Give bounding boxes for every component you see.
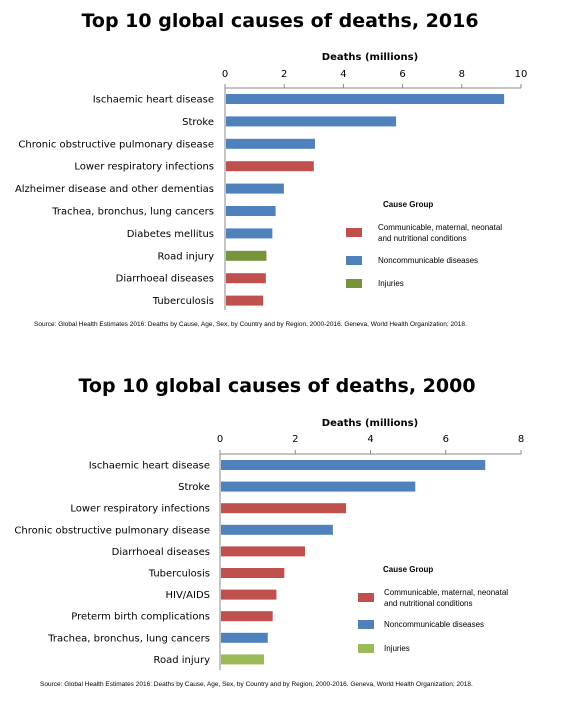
chart-2000-legend-label-noncommunicable: Noncommunicable diseases bbox=[384, 620, 484, 629]
chart-2016-category-label: Diarrhoeal diseases bbox=[116, 274, 214, 285]
chart-2000-bar bbox=[221, 524, 333, 535]
chart-2016-tick-label: 0 bbox=[222, 69, 228, 80]
chart-2000-category-label: Preterm birth complications bbox=[71, 612, 210, 623]
chart-2000-category-label: Chronic obstructive pulmonary disease bbox=[14, 525, 210, 536]
chart-2000-category-labels: Ischaemic heart disease Stroke Lower respi… bbox=[14, 461, 210, 666]
chart-2000: Top 10 global causes of deaths, 2000 Dea… bbox=[14, 375, 524, 688]
chart-2016-bar bbox=[226, 161, 314, 172]
chart-2016-legend: Cause Group Communicable, maternal, neon… bbox=[346, 200, 502, 288]
chart-2000-tick-label: 4 bbox=[367, 434, 373, 445]
chart-2016-category-label: Chronic obstructive pulmonary disease bbox=[18, 139, 214, 150]
chart-2016-bar bbox=[226, 183, 284, 194]
chart-2000-legend-label-communicable: Communicable, maternal, neonatal and nutr… bbox=[384, 588, 508, 608]
chart-2016-bar bbox=[226, 138, 315, 149]
chart-2016-title: Top 10 global causes of deaths, 2016 bbox=[81, 10, 478, 32]
chart-2000-bar bbox=[221, 611, 273, 622]
chart-2016-legend-label-injuries: Injuries bbox=[378, 279, 404, 288]
chart-2016-legend-label-communicable: Communicable, maternal, neonatal and nutr… bbox=[378, 223, 502, 243]
chart-2016-source: Source: Global Health Estimates 2016: De… bbox=[34, 321, 467, 328]
chart-2016-x-axis-title: Deaths (millions) bbox=[322, 52, 418, 63]
chart-2000-category-label: Lower respiratory infections bbox=[70, 504, 210, 515]
chart-2016-category-label: Tuberculosis bbox=[152, 296, 214, 307]
chart-2016-bar bbox=[226, 116, 397, 127]
chart-2000-x-axis-title: Deaths (millions) bbox=[322, 418, 418, 429]
chart-2016-tick-label: 6 bbox=[399, 69, 405, 80]
chart-2016-category-label: Diabetes mellitus bbox=[127, 229, 214, 240]
chart-2000-legend-swatch-communicable bbox=[358, 593, 374, 602]
chart-2000-category-label: Road injury bbox=[153, 655, 210, 666]
chart-2016-tick-label: 8 bbox=[459, 69, 465, 80]
chart-2016-tick-label: 4 bbox=[340, 69, 346, 80]
chart-2016-bar bbox=[226, 94, 505, 104]
chart-2000-tick-label: 2 bbox=[292, 434, 298, 445]
chart-2000-title: Top 10 global causes of deaths, 2000 bbox=[78, 375, 475, 397]
chart-2016-bar bbox=[226, 273, 266, 284]
chart-2016-category-label: Stroke bbox=[182, 117, 214, 128]
chart-2000-bar bbox=[221, 460, 486, 470]
chart-2000-legend-label-injuries: Injuries bbox=[384, 644, 410, 653]
chart-2016-category-labels: Ischaemic heart disease Stroke Chronic obs… bbox=[15, 95, 214, 308]
chart-2000-bar bbox=[221, 481, 416, 492]
chart-2016-legend-title: Cause Group bbox=[383, 200, 433, 209]
chart-2016: Top 10 global causes of deaths, 2016 Dea… bbox=[15, 10, 527, 328]
chart-2016-tick-label: 10 bbox=[515, 69, 528, 80]
chart-2000-bar bbox=[221, 546, 306, 557]
chart-2016-bar bbox=[226, 250, 267, 261]
chart-2000-category-label: Stroke bbox=[178, 482, 210, 493]
chart-2000-legend: Cause Group Communicable, maternal, neon… bbox=[358, 565, 508, 653]
chart-2016-bars bbox=[226, 94, 505, 306]
chart-2000-tick-label: 8 bbox=[518, 434, 524, 445]
chart-2000-source: Source: Global Health Estimates 2016: De… bbox=[40, 681, 473, 688]
chart-2016-bar bbox=[226, 228, 273, 239]
chart-2016-bar bbox=[226, 295, 264, 306]
chart-2000-legend-swatch-noncommunicable bbox=[358, 620, 374, 629]
chart-2016-legend-swatch-communicable bbox=[346, 228, 362, 237]
chart-2000-tick-label: 0 bbox=[217, 434, 223, 445]
chart-2000-bar bbox=[221, 654, 265, 665]
chart-2016-legend-swatch-noncommunicable bbox=[346, 256, 362, 265]
chart-2000-bar bbox=[221, 503, 347, 514]
chart-2016-tick-labels: 0 2 4 6 8 10 bbox=[222, 69, 528, 88]
chart-2000-category-label: Trachea, bronchus, lung cancers bbox=[47, 633, 210, 644]
chart-2016-legend-swatch-injuries bbox=[346, 279, 362, 288]
chart-2000-category-label: Tuberculosis bbox=[148, 569, 210, 580]
chart-2000-bar bbox=[221, 632, 268, 643]
chart-2016-category-label: Trachea, bronchus, lung cancers bbox=[51, 207, 214, 218]
chart-2000-legend-title: Cause Group bbox=[383, 565, 433, 574]
chart-2016-legend-label-noncommunicable: Noncommunicable diseases bbox=[378, 256, 478, 265]
chart-2000-category-label: Ischaemic heart disease bbox=[89, 461, 210, 472]
chart-2016-category-label: Road injury bbox=[157, 251, 214, 262]
chart-2000-category-label: Diarrhoeal diseases bbox=[112, 547, 210, 558]
chart-2000-bar bbox=[221, 589, 277, 600]
chart-2016-tick-label: 2 bbox=[281, 69, 287, 80]
chart-2000-legend-swatch-injuries bbox=[358, 644, 374, 653]
chart-2000-category-label: HIV/AIDS bbox=[165, 590, 210, 601]
chart-2000-tick-label: 6 bbox=[443, 434, 449, 445]
chart-2000-bars bbox=[221, 460, 486, 665]
chart-2016-category-label: Alzheimer disease and other dementias bbox=[15, 184, 214, 195]
chart-2016-bar bbox=[226, 206, 276, 216]
chart-2000-bar bbox=[221, 568, 285, 578]
chart-2000-tick-labels: 0 2 4 6 8 bbox=[217, 434, 524, 454]
chart-2016-category-label: Lower respiratory infections bbox=[74, 162, 214, 173]
chart-2016-category-label: Ischaemic heart disease bbox=[93, 95, 214, 106]
